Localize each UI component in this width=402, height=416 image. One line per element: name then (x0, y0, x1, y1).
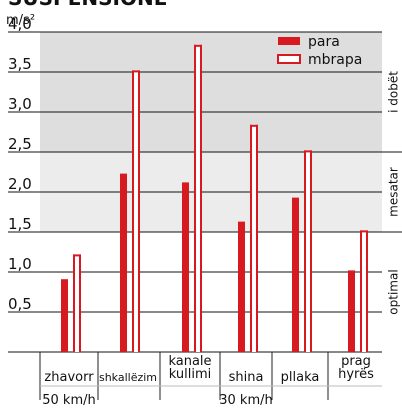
category-label: zhavorr (44, 370, 94, 385)
bar-mbrapa-fill (73, 254, 81, 352)
y-axis-unit: m/s² (6, 13, 35, 28)
zone-label: optimal (387, 269, 401, 314)
chart-title: SUSPENSIONE (8, 0, 167, 10)
y-tick-label: 0,5 (8, 295, 32, 313)
labels: optimal mesatar i dobët 0,5 1,0 1,5 2,0 2,5 3,0 3… (8, 15, 401, 408)
y-tick-label: 1,5 (8, 215, 32, 233)
category-label: kullimi (169, 367, 211, 382)
legend-label-mbrapa: mbrapa (308, 52, 362, 68)
legend-swatch-para (278, 37, 300, 45)
y-tick-label: 2,0 (8, 175, 32, 193)
y-tick-label: 3,0 (8, 95, 32, 113)
bars (61, 44, 368, 353)
legend-swatch-mbrapa (277, 54, 301, 64)
bar-para (61, 279, 68, 352)
y-tick-label: 3,5 (8, 55, 32, 73)
y-tick-label: 4,0 (8, 15, 32, 33)
category-label: prag (341, 354, 371, 369)
bar-para (292, 197, 299, 352)
category-label: shina (229, 370, 264, 385)
bar-para (348, 270, 355, 352)
category-label: hyrës (338, 367, 374, 382)
legend: para mbrapa (277, 34, 362, 68)
bar-mbrapa-fill (360, 230, 368, 352)
bar-mbrapa-fill (304, 150, 312, 352)
bar-mbrapa-fill (132, 70, 140, 353)
y-tick-label: 1,0 (8, 255, 32, 273)
speed-group-label: 30 km/h (219, 393, 273, 408)
bar-mbrapa-fill (194, 44, 202, 353)
zone-label: i dobët (387, 71, 401, 113)
y-tick-label: 2,5 (8, 135, 32, 153)
speed-group-label: 50 km/h (42, 393, 96, 408)
category-label: shkallëzim (99, 371, 157, 384)
category-label: kanale (168, 354, 211, 369)
zone-band (40, 32, 382, 152)
bar-para (182, 182, 189, 352)
zone-label: mesatar (387, 167, 401, 217)
bar-mbrapa-fill (250, 124, 258, 352)
bar-para (238, 221, 245, 352)
legend-label-para: para (308, 34, 340, 50)
category-label: pllaka (281, 370, 320, 385)
bar-para (120, 173, 127, 352)
